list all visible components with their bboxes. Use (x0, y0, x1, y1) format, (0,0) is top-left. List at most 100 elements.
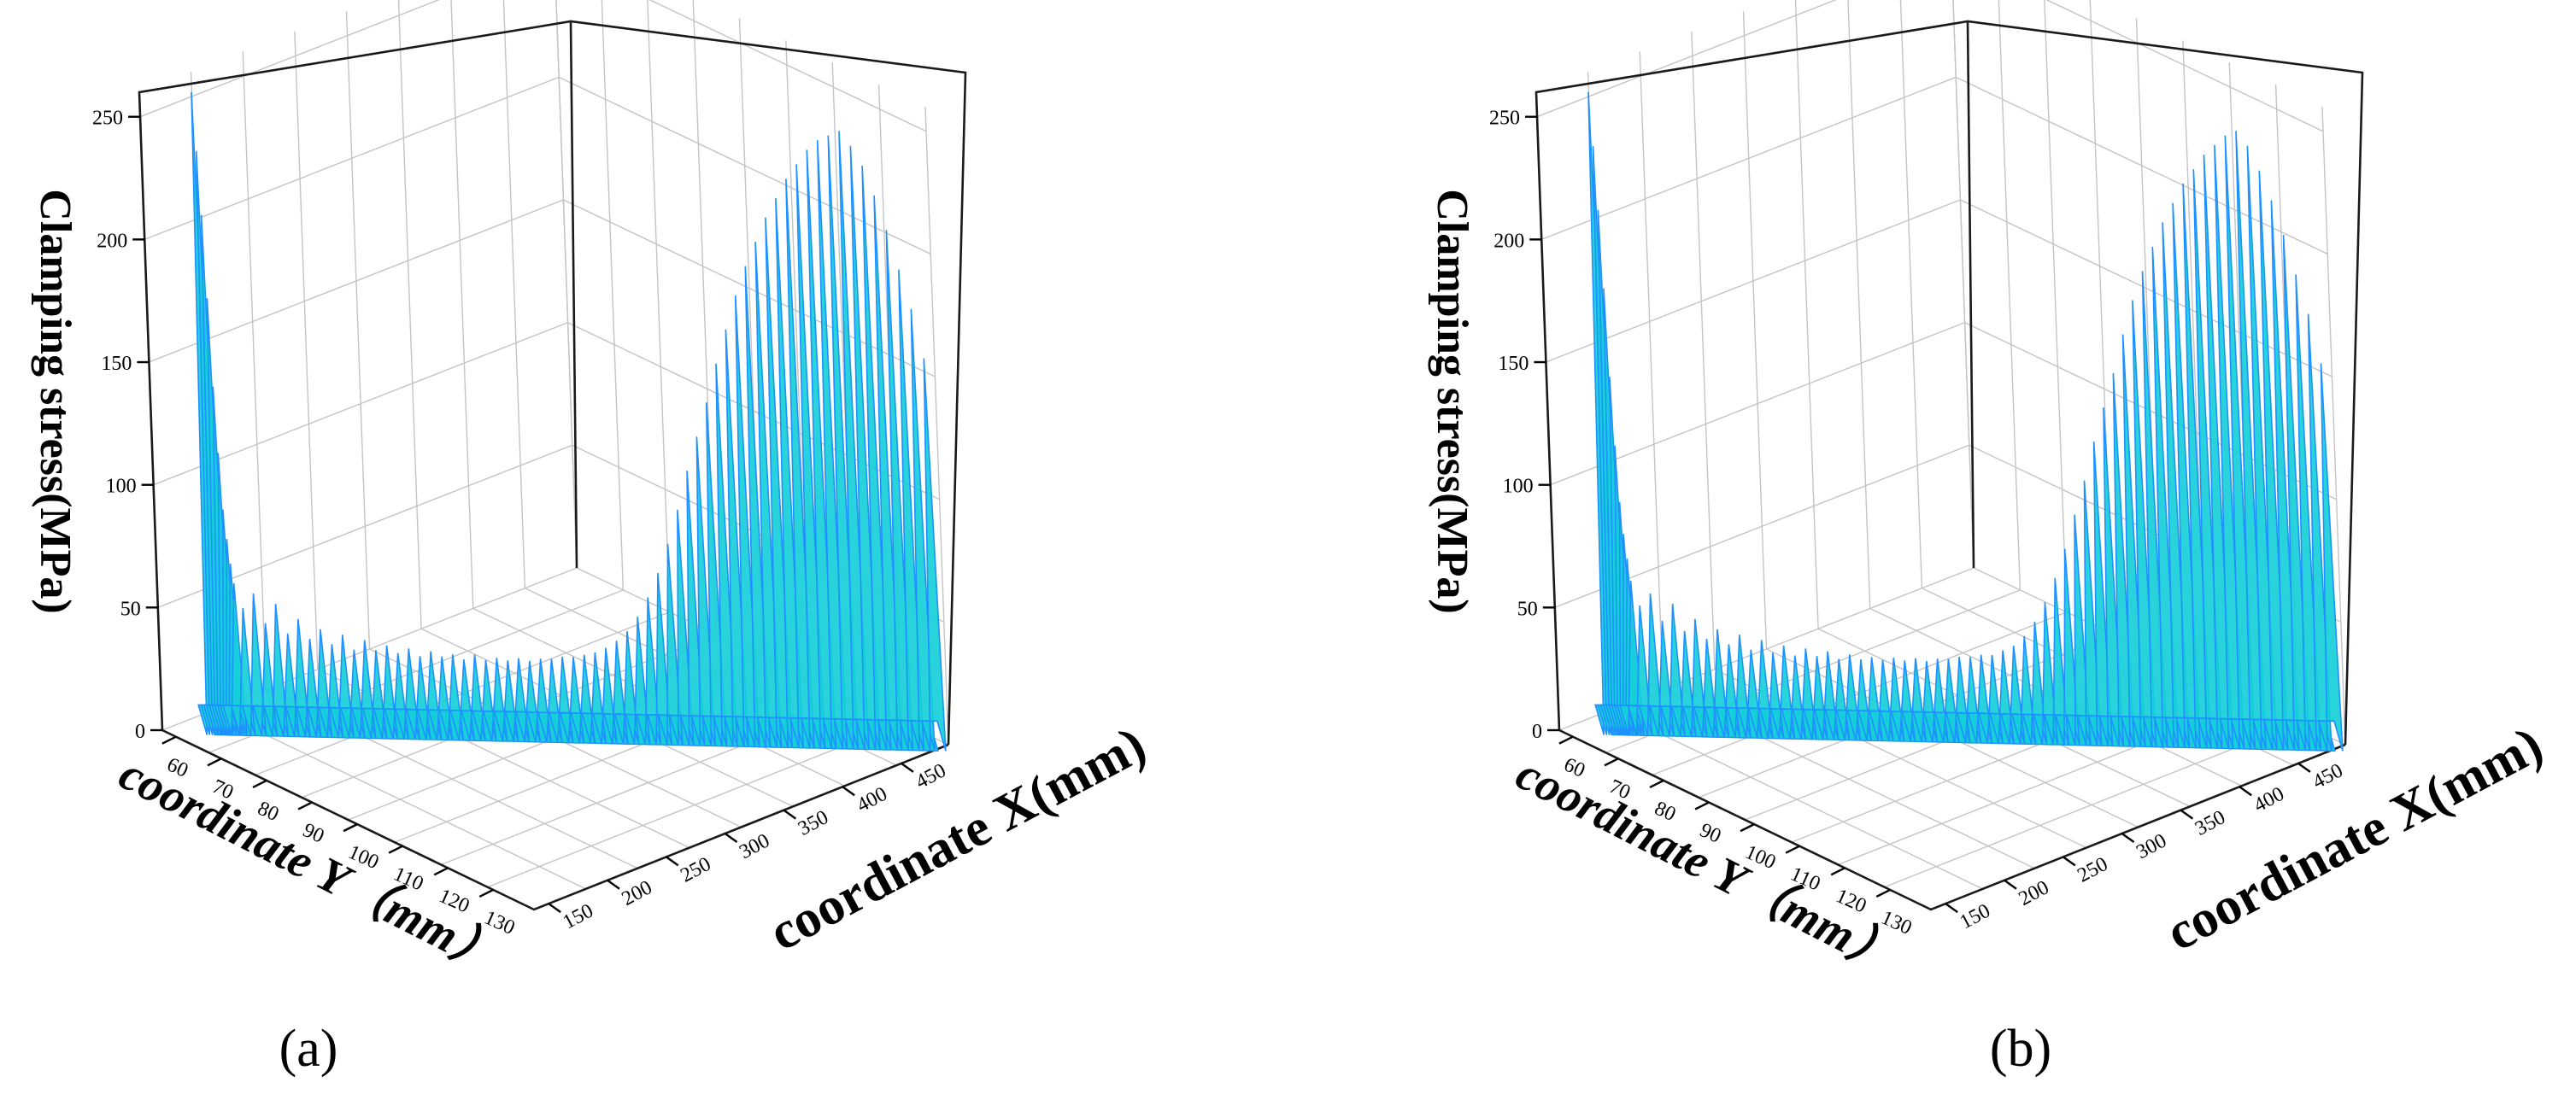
y-tick (1649, 779, 1664, 788)
y-tick (433, 867, 449, 876)
y-tick (343, 823, 358, 833)
x-tick-label: 400 (2250, 783, 2288, 817)
y-gridline (1639, 51, 1664, 690)
z-tick-label: 0 (135, 721, 145, 743)
x-tick-label: 350 (795, 806, 832, 840)
z-tick-label: 50 (1517, 598, 1538, 620)
y-tick (1875, 888, 1891, 898)
x-gridline (924, 106, 949, 746)
x-tick-label: 300 (736, 829, 773, 863)
x-tick (783, 809, 797, 820)
z-tick-label: 200 (1493, 230, 1524, 252)
z-tick-label: 150 (101, 353, 132, 375)
floor-gridline (1884, 722, 2299, 888)
y-gridline (294, 31, 319, 670)
x-tick (2239, 786, 2252, 797)
x-tick-label: 150 (1957, 900, 1994, 934)
y-tick (478, 888, 494, 898)
x-gridline (2044, 0, 2068, 612)
z-axis-title: Clamping stress(MPa) (31, 189, 79, 613)
z-tick-labels: 0 50 100 150 200 250 (1489, 108, 1559, 743)
y-tick (1830, 867, 1845, 876)
x-tick-label: 350 (2192, 806, 2229, 840)
x-tick (842, 786, 855, 797)
y-gridline (1847, 0, 1871, 609)
y-gridline (242, 51, 267, 690)
x-tick-label: 200 (2016, 876, 2053, 910)
x-tick-label: 250 (677, 853, 714, 887)
x-gridline (2321, 106, 2346, 746)
y-tick (252, 779, 267, 788)
x-tick-label: 400 (854, 783, 891, 817)
y-gridline (1952, 0, 1975, 569)
panel-label: (b) (1990, 1020, 2051, 1078)
z-gridline (1536, 0, 2324, 132)
x-tick (666, 856, 679, 867)
axes-frame (138, 20, 967, 911)
y-gridline (1899, 0, 1923, 588)
z-tick-label: 100 (106, 476, 137, 498)
x-tick-label: 450 (2309, 759, 2347, 793)
z-tick-label: 0 (1532, 721, 1542, 743)
y-gridline (1742, 10, 1768, 650)
z-tick-labels: 0 50 100 150 200 250 (92, 108, 162, 743)
x-tick (1945, 903, 1958, 914)
z-tick-label: 50 (120, 598, 141, 620)
y-axis-title: coordinate Y（mm） (1508, 746, 1907, 986)
y-gridline (555, 0, 578, 569)
z-tick-label: 100 (1503, 476, 1534, 498)
x-tick (548, 903, 561, 914)
y-tick (207, 758, 222, 767)
y-gridline (345, 10, 371, 650)
x-tick-label: 300 (2133, 829, 2170, 863)
x-tick (2121, 833, 2135, 844)
x-tick-label: 200 (619, 876, 656, 910)
x-tick-label: 250 (2074, 853, 2111, 887)
y-gridline (1794, 0, 1819, 629)
z-axis-title: Clamping stress(MPa) (1428, 189, 1476, 613)
y-tick (1694, 801, 1710, 810)
x-tick (607, 879, 620, 890)
x-tick (2063, 856, 2076, 867)
frame-front-edges (1558, 728, 2346, 911)
y-tick (1740, 823, 1755, 833)
z-gridline (144, 76, 931, 255)
surface-series (191, 91, 947, 752)
y-tick (297, 801, 313, 810)
z-gridline (1540, 76, 2328, 255)
z-tick-label: 250 (1489, 108, 1520, 130)
y-tick (388, 845, 403, 854)
x-tick-label: 450 (912, 759, 950, 793)
y-tick (1558, 735, 1574, 745)
axes-frame (1534, 20, 2364, 911)
y-axis-title: coordinate Y（mm） (111, 746, 510, 986)
y-tick (1785, 845, 1800, 854)
frame-back-vertical (1966, 20, 1975, 569)
frame-back-vertical (569, 20, 578, 569)
floor-gridline (487, 722, 902, 888)
y-gridline (397, 0, 422, 629)
z-tick-label: 250 (92, 108, 123, 130)
x-tick-label: 150 (560, 900, 597, 934)
y-gridline (1691, 31, 1716, 670)
z-tick-label: 150 (1498, 353, 1529, 375)
x-gridline (1998, 0, 2021, 590)
y-tick (161, 735, 177, 745)
x-tick (724, 833, 738, 844)
x-axis-title: coordinate X(mm) (2157, 716, 2552, 962)
x-tick (2180, 809, 2194, 820)
y-tick (1604, 758, 1619, 767)
surface-ridge (920, 358, 947, 752)
x-gridline (601, 0, 625, 590)
frame-front-edges (161, 728, 949, 911)
z-gridline (139, 0, 927, 132)
y-gridline (450, 0, 474, 609)
x-axis-title: coordinate X(mm) (760, 716, 1155, 962)
panel-label: (a) (279, 1020, 338, 1078)
y-gridline (502, 0, 526, 588)
x-gridline (647, 0, 671, 612)
x-tick (2004, 879, 2017, 890)
